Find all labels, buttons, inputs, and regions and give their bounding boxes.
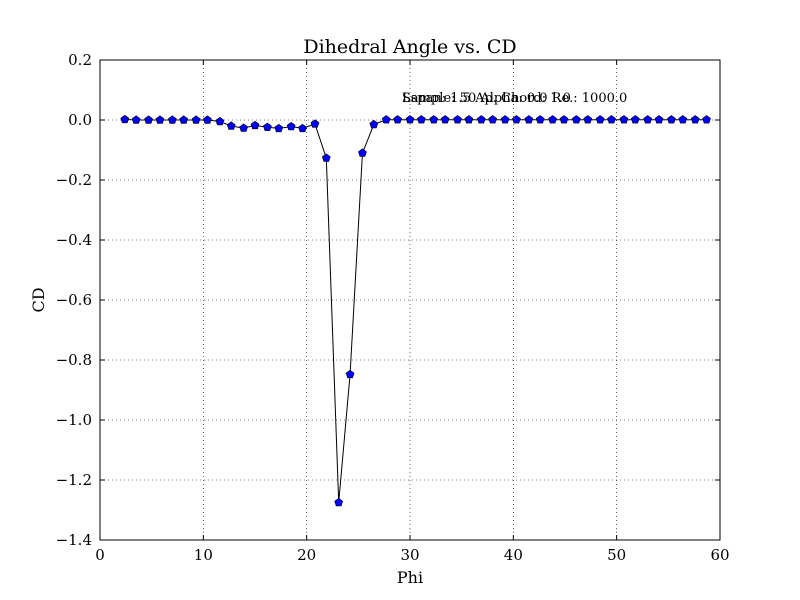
data-point bbox=[535, 115, 545, 124]
y-tick-label: −1.0 bbox=[56, 411, 92, 429]
data-point bbox=[548, 115, 557, 124]
data-point bbox=[369, 119, 379, 129]
data-point bbox=[298, 123, 307, 133]
data-point bbox=[440, 115, 450, 124]
data-point bbox=[583, 115, 593, 124]
data-point bbox=[203, 115, 212, 124]
ticks: 0 10 20 30 40 50 60 0.2 0.0 −0.2 −0.4 −0.6 −0.8 −1.0 −… bbox=[56, 51, 730, 564]
data-point bbox=[131, 115, 141, 124]
data-point bbox=[215, 116, 225, 126]
annotations: Sample: 50 Alpha: 0.0 Re.: 1000.0Lspan: … bbox=[402, 91, 627, 106]
data-point bbox=[155, 115, 165, 124]
data-point bbox=[417, 115, 426, 124]
data-point bbox=[464, 115, 474, 124]
data-point bbox=[179, 115, 189, 124]
data-point bbox=[274, 123, 284, 133]
y-tick-label: 0.0 bbox=[68, 111, 92, 129]
data-point bbox=[453, 115, 462, 124]
annotation-text: Lspan: 1.5 Ap. Chord: 1.0 bbox=[402, 91, 571, 106]
series-group bbox=[120, 114, 711, 507]
series-line bbox=[124, 118, 707, 503]
data-point bbox=[429, 115, 439, 124]
x-axis-label: Phi bbox=[397, 568, 423, 587]
data-point bbox=[250, 120, 260, 130]
data-point bbox=[702, 115, 711, 124]
x-tick-label: 10 bbox=[194, 546, 213, 564]
data-point bbox=[654, 115, 664, 124]
data-point bbox=[607, 115, 616, 124]
y-tick-label: −0.4 bbox=[56, 231, 92, 249]
y-tick-label: −0.6 bbox=[56, 291, 92, 309]
data-point bbox=[630, 115, 640, 124]
data-point bbox=[405, 115, 415, 124]
data-point bbox=[500, 115, 510, 124]
x-tick-label: 40 bbox=[504, 546, 523, 564]
data-point bbox=[310, 119, 320, 128]
data-point bbox=[524, 115, 534, 124]
data-point bbox=[595, 115, 605, 124]
data-point bbox=[393, 115, 402, 124]
data-point bbox=[239, 123, 248, 132]
data-point bbox=[512, 115, 521, 124]
data-point bbox=[559, 115, 569, 124]
y-tick-label: −0.2 bbox=[56, 171, 92, 189]
data-point bbox=[120, 114, 130, 124]
data-point bbox=[358, 148, 367, 157]
y-tick-label: −1.2 bbox=[56, 471, 92, 489]
data-point bbox=[263, 122, 272, 131]
data-point bbox=[572, 115, 581, 124]
data-point bbox=[476, 115, 486, 124]
data-point bbox=[678, 115, 688, 124]
data-point bbox=[345, 369, 355, 379]
data-point bbox=[191, 115, 201, 124]
data-point bbox=[226, 121, 236, 130]
data-point bbox=[643, 115, 653, 124]
x-tick-label: 30 bbox=[400, 546, 419, 564]
x-tick-label: 60 bbox=[710, 546, 729, 564]
y-tick-label: −0.8 bbox=[56, 351, 92, 369]
annotation-text: Sample: 50 Alpha: 0.0 Re.: 1000.0 bbox=[402, 91, 627, 106]
data-point bbox=[381, 115, 391, 124]
data-point bbox=[321, 153, 331, 162]
data-point bbox=[286, 122, 296, 131]
x-tick-label: 50 bbox=[607, 546, 626, 564]
y-axis-label: CD bbox=[29, 287, 48, 312]
grid bbox=[100, 60, 720, 540]
y-tick-label: −1.4 bbox=[56, 531, 92, 549]
data-point bbox=[167, 115, 177, 124]
data-point bbox=[690, 115, 700, 124]
chart-title: Dihedral Angle vs. CD bbox=[303, 36, 516, 58]
data-point bbox=[619, 115, 629, 124]
x-tick-label: 20 bbox=[297, 546, 316, 564]
data-point bbox=[334, 497, 344, 507]
data-point bbox=[144, 115, 153, 124]
x-tick-label: 0 bbox=[95, 546, 105, 564]
data-point bbox=[667, 115, 676, 124]
data-point bbox=[488, 115, 498, 124]
y-tick-label: 0.2 bbox=[68, 51, 92, 69]
